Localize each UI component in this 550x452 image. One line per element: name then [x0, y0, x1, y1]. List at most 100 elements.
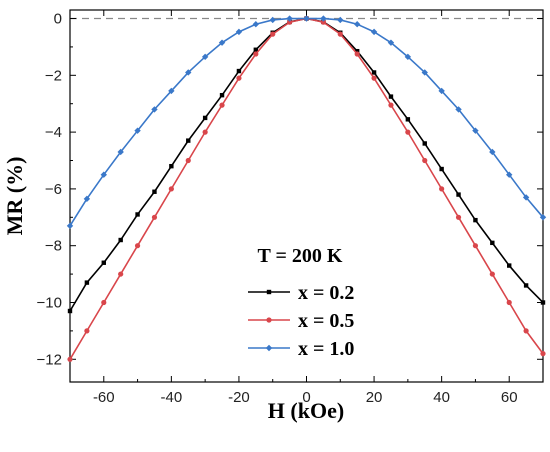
data-point — [151, 106, 158, 113]
data-point — [489, 271, 495, 277]
data-point — [422, 141, 427, 146]
y-tick-label: 0 — [54, 11, 62, 28]
data-point — [353, 20, 361, 28]
axis-ticks: -60 -40 -20 0 20 40 60 0 −2 −4 −6 −8 −10 −12 — [37, 10, 543, 406]
data-point — [202, 129, 208, 135]
data-point — [455, 214, 462, 220]
y-tick-label: −12 — [37, 351, 62, 368]
data-point — [507, 263, 512, 268]
data-point — [387, 39, 395, 46]
x-tick-label: -60 — [93, 389, 115, 406]
data-point — [388, 94, 394, 99]
data-point — [117, 148, 124, 156]
data-point — [135, 212, 140, 217]
data-point — [370, 28, 378, 36]
data-point — [473, 217, 478, 223]
data-point — [456, 192, 461, 197]
data-point — [235, 28, 243, 36]
data-point — [523, 328, 529, 334]
data-point — [101, 260, 106, 265]
y-axis-title: MR (%) — [2, 157, 27, 236]
data-point — [506, 171, 513, 178]
legend-swatch-marker — [266, 317, 272, 323]
data-point — [506, 299, 512, 306]
y-tick-label: −6 — [45, 181, 62, 198]
data-point — [354, 48, 360, 54]
data-point — [218, 39, 226, 46]
data-point — [421, 69, 428, 76]
data-point — [67, 356, 73, 362]
data-point — [186, 138, 191, 143]
y-tick-label: −4 — [45, 124, 62, 141]
data-point — [540, 351, 546, 357]
data-point — [152, 189, 157, 194]
data-point — [522, 194, 530, 201]
data-point — [219, 92, 225, 98]
y-tick-label: −10 — [37, 294, 62, 311]
x-axis-title: H (kOe) — [268, 398, 344, 423]
data-point — [219, 102, 225, 108]
data-point — [523, 283, 529, 288]
legend-swatch-marker — [265, 344, 273, 352]
data-point — [455, 106, 462, 113]
data-point — [287, 19, 293, 25]
data-point — [201, 53, 209, 61]
data-point — [84, 328, 90, 334]
data-point — [472, 127, 479, 134]
data-point — [168, 87, 175, 95]
data-point — [371, 70, 377, 75]
data-point — [252, 20, 260, 28]
data-point — [151, 214, 158, 220]
x-tick-label: 40 — [433, 389, 450, 406]
data-point — [472, 243, 479, 249]
data-point — [118, 237, 123, 243]
data-point — [83, 195, 91, 203]
data-point — [185, 69, 192, 76]
data-point — [286, 15, 293, 22]
data-point — [337, 16, 344, 24]
y-tick-label: −2 — [45, 67, 62, 84]
data-point — [101, 299, 107, 306]
legend-swatch-marker — [266, 289, 272, 295]
x-tick-label: -40 — [161, 389, 183, 406]
legend-title: T = 200 K — [258, 245, 343, 267]
series-x-1-0 — [66, 15, 547, 230]
data-point — [67, 308, 73, 314]
data-point — [253, 47, 259, 52]
data-point — [371, 75, 377, 81]
x-tick-label: 0 — [302, 389, 310, 406]
data-point — [540, 300, 546, 305]
legend: T = 200 K x = 0.2 x = 0.5 x = 1.0 — [248, 245, 354, 360]
data-point — [185, 157, 191, 164]
legend-entry: x = 0.2 — [248, 282, 354, 304]
data-point — [253, 51, 259, 57]
y-tick-label: −8 — [45, 238, 62, 255]
x-tick-label: 60 — [501, 389, 518, 406]
data-point — [168, 186, 174, 192]
data-point — [438, 87, 445, 95]
legend-label: x = 0.2 — [298, 282, 354, 304]
data-point — [404, 53, 412, 61]
data-point — [236, 68, 242, 74]
x-tick-label: 20 — [366, 389, 383, 406]
data-point — [439, 186, 445, 192]
data-point — [66, 222, 74, 230]
series-group — [66, 15, 547, 362]
legend-label: x = 0.5 — [298, 310, 354, 332]
data-point — [354, 51, 360, 57]
data-point — [100, 171, 107, 178]
legend-entry: x = 0.5 — [248, 310, 354, 332]
data-point — [405, 117, 411, 122]
legend-label: x = 1.0 — [298, 338, 354, 360]
data-point — [320, 15, 327, 22]
x-tick-label: -20 — [228, 389, 250, 406]
data-point — [388, 102, 394, 108]
data-point — [134, 243, 141, 249]
data-point — [422, 157, 428, 164]
data-point — [489, 148, 496, 156]
data-point — [490, 240, 495, 246]
data-point — [303, 15, 310, 22]
data-point — [84, 280, 90, 285]
data-point — [337, 31, 343, 37]
